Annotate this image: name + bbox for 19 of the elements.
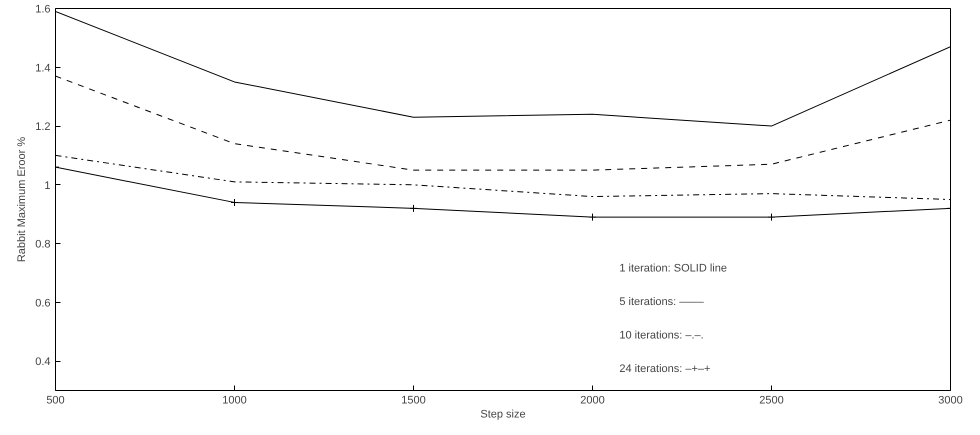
annotation: 24 iterations: –+–+: [619, 363, 710, 376]
y-tick-label: 1: [44, 180, 51, 192]
annotation: 1 iteration: SOLID line: [619, 262, 727, 274]
y-tick-label: 1.2: [35, 121, 51, 134]
x-tick-label: 1500: [401, 394, 426, 406]
y-tick-label: 0.4: [35, 356, 51, 368]
x-tick-label: 2000: [580, 394, 605, 406]
y-tick-label: 1.6: [35, 4, 51, 16]
y-tick-label: 0.6: [35, 297, 51, 310]
y-tick-label: 1.4: [35, 62, 51, 74]
x-tick-label: 2500: [759, 394, 784, 406]
x-tick-label: 1000: [222, 394, 247, 406]
y-tick-label: 0.8: [35, 238, 51, 251]
y-axis-title: Rabbit Maximum Eroor %: [16, 136, 28, 262]
annotation: 10 iterations: –.–.: [619, 329, 704, 342]
x-axis-title: Step size: [480, 408, 526, 420]
annotation: 5 iterations: ––––: [619, 296, 705, 308]
x-tick-label: 3000: [938, 394, 963, 406]
x-tick-label: 500: [46, 394, 65, 406]
